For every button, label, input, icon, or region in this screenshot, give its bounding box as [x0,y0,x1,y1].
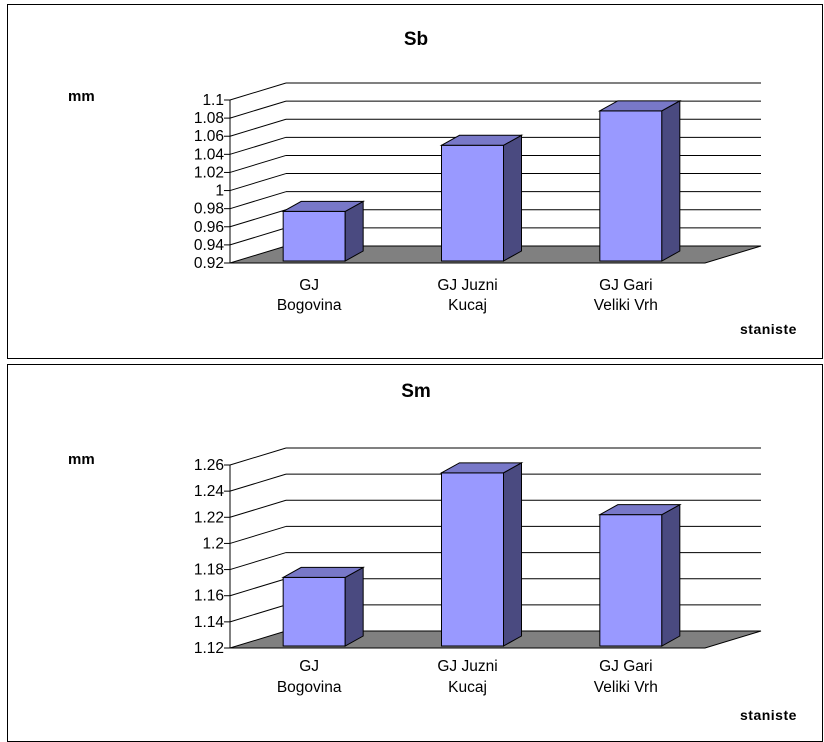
chart-title: Sm [401,381,431,402]
gridline-depth [229,604,287,623]
gridline-depth [229,447,287,466]
x-category-label: Kucaj [448,679,487,696]
x-category-label: GJ [299,658,319,675]
gridline-depth [229,209,287,228]
bar-2 [439,461,524,647]
gridline-depth [229,118,287,137]
x-category-label: GJ Juzni [437,277,497,294]
y-tick-label: 1.1 [202,92,224,109]
x-category-label: Bogovina [277,297,342,314]
y-tick-label: 0.94 [194,237,225,254]
gridline-depth [229,191,287,210]
y-tick-label: 1.14 [194,614,225,631]
chart-title: Sb [404,29,428,50]
bar-2 [439,134,524,262]
bar-front [282,210,346,262]
y-tick-label: 0.92 [194,255,224,272]
y-tick-label: 0.96 [194,219,224,236]
gridline-depth [229,473,287,492]
y-tick-label: 1.24 [194,483,225,500]
bar-front [282,576,346,647]
gridline-depth [229,154,287,173]
y-tick-label: 1.22 [194,509,224,526]
bar-top [597,100,682,112]
chart-panel-sb: 0.92 0.94 0.96 0.98 1 1.02 1.04 1.06 1.08 1.1 GJ Bo… [7,4,823,359]
gridline-depth [229,82,287,101]
bar-top [439,462,524,474]
gridline-depth [229,525,287,544]
x-category-label: GJ Juzni [437,658,497,675]
x-axis-title: staniste [740,707,797,723]
gridline-depth [229,173,287,192]
bar-3 [597,503,682,647]
gridline-depth [229,136,287,155]
chart-panel-sm: 1.12 1.14 1.16 1.18 1.2 1.22 1.24 1.26 GJ Bogovin… [7,364,823,742]
gridline-depth [229,499,287,518]
bar-top [281,200,366,212]
x-axis-title: staniste [740,321,797,337]
chart-sb: 0.920.940.960.981 1.021.041.061.081.1 GJ Bo… [68,29,797,337]
gridline-depth [229,100,287,119]
x-category-label: Veliki Vrh [594,679,658,696]
bar-1 [281,200,366,262]
bar-front [441,144,504,262]
y-tick-label: 1 [215,183,224,200]
bar-front [599,514,663,647]
bar-side [503,134,522,262]
bar-side [661,503,681,647]
bar-side [503,461,522,647]
bar-top [439,134,524,146]
bar-front [599,110,663,262]
bar-front [441,472,504,647]
y-tick-label: 0.98 [194,201,224,218]
y-tick-label: 1.18 [194,562,224,579]
bar-3 [597,100,682,262]
x-category-label: Kucaj [448,297,487,314]
y-tick-label: 1.12 [194,640,224,657]
bar-side [661,100,681,262]
bar-1 [281,566,366,647]
y-tick-label: 1.26 [194,457,224,474]
x-category-label: GJ [299,277,319,294]
y-tick-label: 1.02 [194,164,224,181]
x-category-label: Veliki Vrh [594,297,658,314]
y-axis-title: mm [68,88,95,105]
y-axis-title: mm [68,451,95,468]
chart-sm: 1.12 1.14 1.16 1.18 1.2 1.22 1.24 1.26 GJ Bogovin… [68,381,797,723]
x-category-label: GJ Gari [599,658,652,675]
y-tick-label: 1.2 [202,535,224,552]
gridline-depth [229,552,287,571]
x-category-label: GJ Gari [599,277,652,294]
y-tick-label: 1.06 [194,128,224,145]
bar-top [597,504,682,516]
bar-top [281,566,366,578]
y-tick-label: 1.04 [194,146,225,163]
x-category-label: Bogovina [277,679,342,696]
y-tick-label: 1.08 [194,110,224,127]
gridline-depth [229,227,287,246]
gridline-depth [229,578,287,597]
y-tick-label: 1.16 [194,588,224,605]
bar-side [344,566,364,647]
